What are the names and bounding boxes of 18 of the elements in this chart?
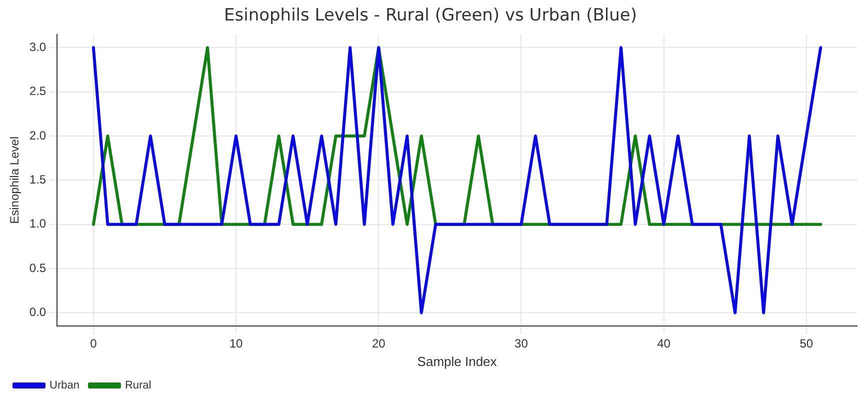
legend-label: Rural bbox=[124, 380, 152, 392]
y-tick-label: 1.5 bbox=[29, 172, 46, 187]
y-tick-label: 2.5 bbox=[29, 84, 46, 98]
y-tick-label: 0.5 bbox=[29, 260, 46, 275]
x-tick-label: 10 bbox=[229, 336, 244, 351]
x-tick-label: 50 bbox=[800, 336, 814, 351]
chart-title: Esinophils Levels - Rural (Green) vs Urban (Blue) bbox=[224, 6, 637, 26]
x-tick-label: 20 bbox=[372, 336, 386, 351]
y-tick-label: 1.0 bbox=[29, 216, 46, 231]
legend-label: Urban bbox=[50, 380, 80, 392]
y-tick-label: 0.0 bbox=[29, 305, 46, 320]
y-tick-label: 3.0 bbox=[29, 40, 46, 54]
y-axis-title: Esinophila Level bbox=[8, 136, 22, 224]
x-tick-label: 40 bbox=[657, 336, 671, 351]
x-tick-label: 0 bbox=[90, 336, 98, 351]
y-tick-label: 2.0 bbox=[29, 128, 46, 142]
x-axis-title: Sample Index bbox=[417, 354, 498, 369]
x-tick-label: 30 bbox=[514, 336, 528, 351]
